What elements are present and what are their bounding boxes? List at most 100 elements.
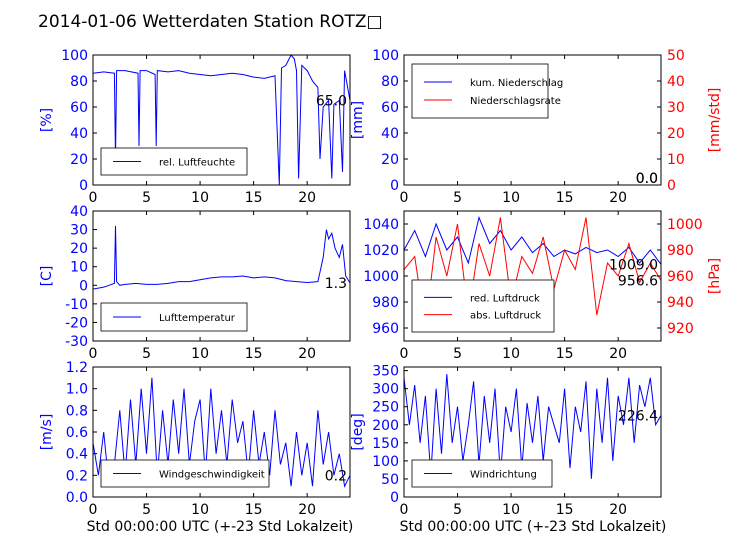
legend-label: red. Luftdruck xyxy=(470,293,540,304)
x-tick-label: 0 xyxy=(400,346,409,362)
y-tick-label-right: 30 xyxy=(667,100,685,116)
y-axis-label-left: [m/s] xyxy=(39,414,55,451)
last-value-label: 0.2 xyxy=(325,468,347,484)
legend-label: Niederschlagsrate xyxy=(470,96,561,107)
legend-label: Windgeschwindigkeit xyxy=(159,470,265,481)
x-tick-label: 0 xyxy=(89,190,98,206)
x-tick-label: 0 xyxy=(400,190,409,206)
y-tick-label-left: 0 xyxy=(79,278,88,294)
x-tick-label: 5 xyxy=(453,190,462,206)
y-tick-label-left: 20 xyxy=(70,152,88,168)
y-axis-label-left: [mm] xyxy=(350,101,366,139)
y-tick-label-left: 30 xyxy=(70,223,88,239)
x-tick-label: 10 xyxy=(502,502,520,518)
y-tick-label-left: 80 xyxy=(381,74,399,90)
plot-frame-humidity xyxy=(92,54,351,186)
x-tick-label: 15 xyxy=(556,502,574,518)
y-tick-label-left: 20 xyxy=(381,152,399,168)
panel-humidity: 0 5 10 15 20 0 20 40 60 80 100 [%] rel. Luftfeuchte 6… xyxy=(39,48,351,206)
y-tick-label-left: 100 xyxy=(372,454,399,470)
y-tick-label-left: 80 xyxy=(70,74,88,90)
y-tick-label-left: 60 xyxy=(70,100,88,116)
legend-label: kum. Niederschlag xyxy=(470,78,563,89)
y-axis-label-left: [C] xyxy=(39,266,55,287)
legend-label: Lufttemperatur xyxy=(159,313,236,324)
figure-title: 2014-01-06 Wetterdaten Station ROTZ□ xyxy=(38,12,383,32)
y-tick-label-left: 50 xyxy=(381,472,399,488)
y-tick-label-left: -10 xyxy=(65,297,88,313)
y-tick-label-left: 350 xyxy=(372,364,399,380)
x-tick-label: 0 xyxy=(89,502,98,518)
y-tick-label-left: 20 xyxy=(70,241,88,257)
x-tick-label: 15 xyxy=(245,346,263,362)
y-tick-label-left: 0.8 xyxy=(66,403,88,419)
y-tick-label-right: 920 xyxy=(667,321,694,337)
y-tick-label-left: 40 xyxy=(70,204,88,220)
x-tick-label: 20 xyxy=(298,190,316,206)
x-tick-label: 15 xyxy=(556,190,574,206)
y-tick-label-left: 10 xyxy=(70,260,88,276)
y-tick-label-left: 40 xyxy=(70,126,88,142)
x-tick-label: 5 xyxy=(453,346,462,362)
y-tick-label-left: 0 xyxy=(390,178,399,194)
y-axis-label-left: [%] xyxy=(39,108,55,132)
series-line-pressure-0 xyxy=(404,215,661,265)
x-tick-label: 15 xyxy=(556,346,574,362)
x-axis-label-right: Std 00:00:00 UTC (+-23 Std Lokalzeit) xyxy=(400,519,667,535)
y-tick-label-right: 40 xyxy=(667,74,685,90)
last-value-label: 65.0 xyxy=(316,94,347,110)
last-value-label: 226.4 xyxy=(618,408,658,424)
last-value-label: 0.0 xyxy=(636,171,658,187)
series-line-winddirection-0 xyxy=(404,374,661,479)
x-tick-label: 5 xyxy=(142,346,151,362)
x-tick-label: 0 xyxy=(89,346,98,362)
x-tick-label: 15 xyxy=(245,502,263,518)
panel-precipitation: 0 5 10 15 20 0 20 40 60 80 100 [mm] 0 10 20 30 40 50 [mm/s… xyxy=(350,48,723,206)
x-tick-label: 10 xyxy=(191,502,209,518)
y-tick-label-left: 1000 xyxy=(363,269,399,285)
y-tick-label-left: 1.2 xyxy=(66,360,88,376)
panel-pressure: 0 5 10 15 20 960 980 1000 1020 1040 920 940 960 980 10… xyxy=(363,210,723,362)
last-value-label: 1.3 xyxy=(325,276,347,292)
y-tick-label-right: 940 xyxy=(667,295,694,311)
panel-temperature: 0 5 10 15 20 -30 -20 -10 0 10 20 30 40 [C] Lufttempera… xyxy=(39,204,351,362)
y-tick-label-left: 1040 xyxy=(363,217,399,233)
y-tick-label-left: -20 xyxy=(65,315,88,331)
y-tick-label-right: 10 xyxy=(667,152,685,168)
y-tick-label-right: 980 xyxy=(667,243,694,259)
y-tick-label-left: 0.4 xyxy=(66,447,88,463)
y-tick-label-left: 960 xyxy=(372,321,399,337)
x-tick-label: 20 xyxy=(609,190,627,206)
x-axis-label-left: Std 00:00:00 UTC (+-23 Std Lokalzeit) xyxy=(87,519,354,535)
y-tick-label-left: 0.0 xyxy=(66,490,88,506)
y-tick-label-left: 40 xyxy=(381,126,399,142)
y-tick-label-right: 50 xyxy=(667,48,685,64)
y-axis-label-left: [deg] xyxy=(350,413,366,450)
plot-frame-winddirection xyxy=(403,366,662,498)
y-tick-label-left: 300 xyxy=(372,382,399,398)
y-tick-label-left: 1.0 xyxy=(66,382,88,398)
legend-label: abs. Luftdruck xyxy=(470,311,541,322)
y-tick-label-left: 980 xyxy=(372,295,399,311)
series-line-pressure-1 xyxy=(404,217,661,329)
x-tick-label: 15 xyxy=(245,190,263,206)
y-tick-label-left: 60 xyxy=(381,100,399,116)
x-tick-label: 5 xyxy=(142,502,151,518)
y-tick-label-right: 0 xyxy=(667,178,676,194)
legend-label: rel. Luftfeuchte xyxy=(159,158,235,169)
y-tick-label-left: 0.2 xyxy=(66,468,88,484)
y-tick-label-left: 200 xyxy=(372,418,399,434)
y-tick-label-right: 960 xyxy=(667,269,694,285)
panel-winddirection: 0 5 10 15 20050100150200250300350[deg]Windri… xyxy=(350,364,662,518)
y-tick-label-left: 100 xyxy=(61,48,88,64)
y-tick-label-left: -30 xyxy=(65,334,88,350)
x-tick-label: 0 xyxy=(400,502,409,518)
x-tick-label: 20 xyxy=(609,346,627,362)
legend-box-pressure xyxy=(411,279,555,333)
legend-label: Windrichtung xyxy=(470,470,537,481)
y-tick-label-left: 0 xyxy=(390,490,399,506)
x-tick-label: 20 xyxy=(298,502,316,518)
x-tick-label: 5 xyxy=(142,190,151,206)
x-tick-label: 20 xyxy=(298,346,316,362)
